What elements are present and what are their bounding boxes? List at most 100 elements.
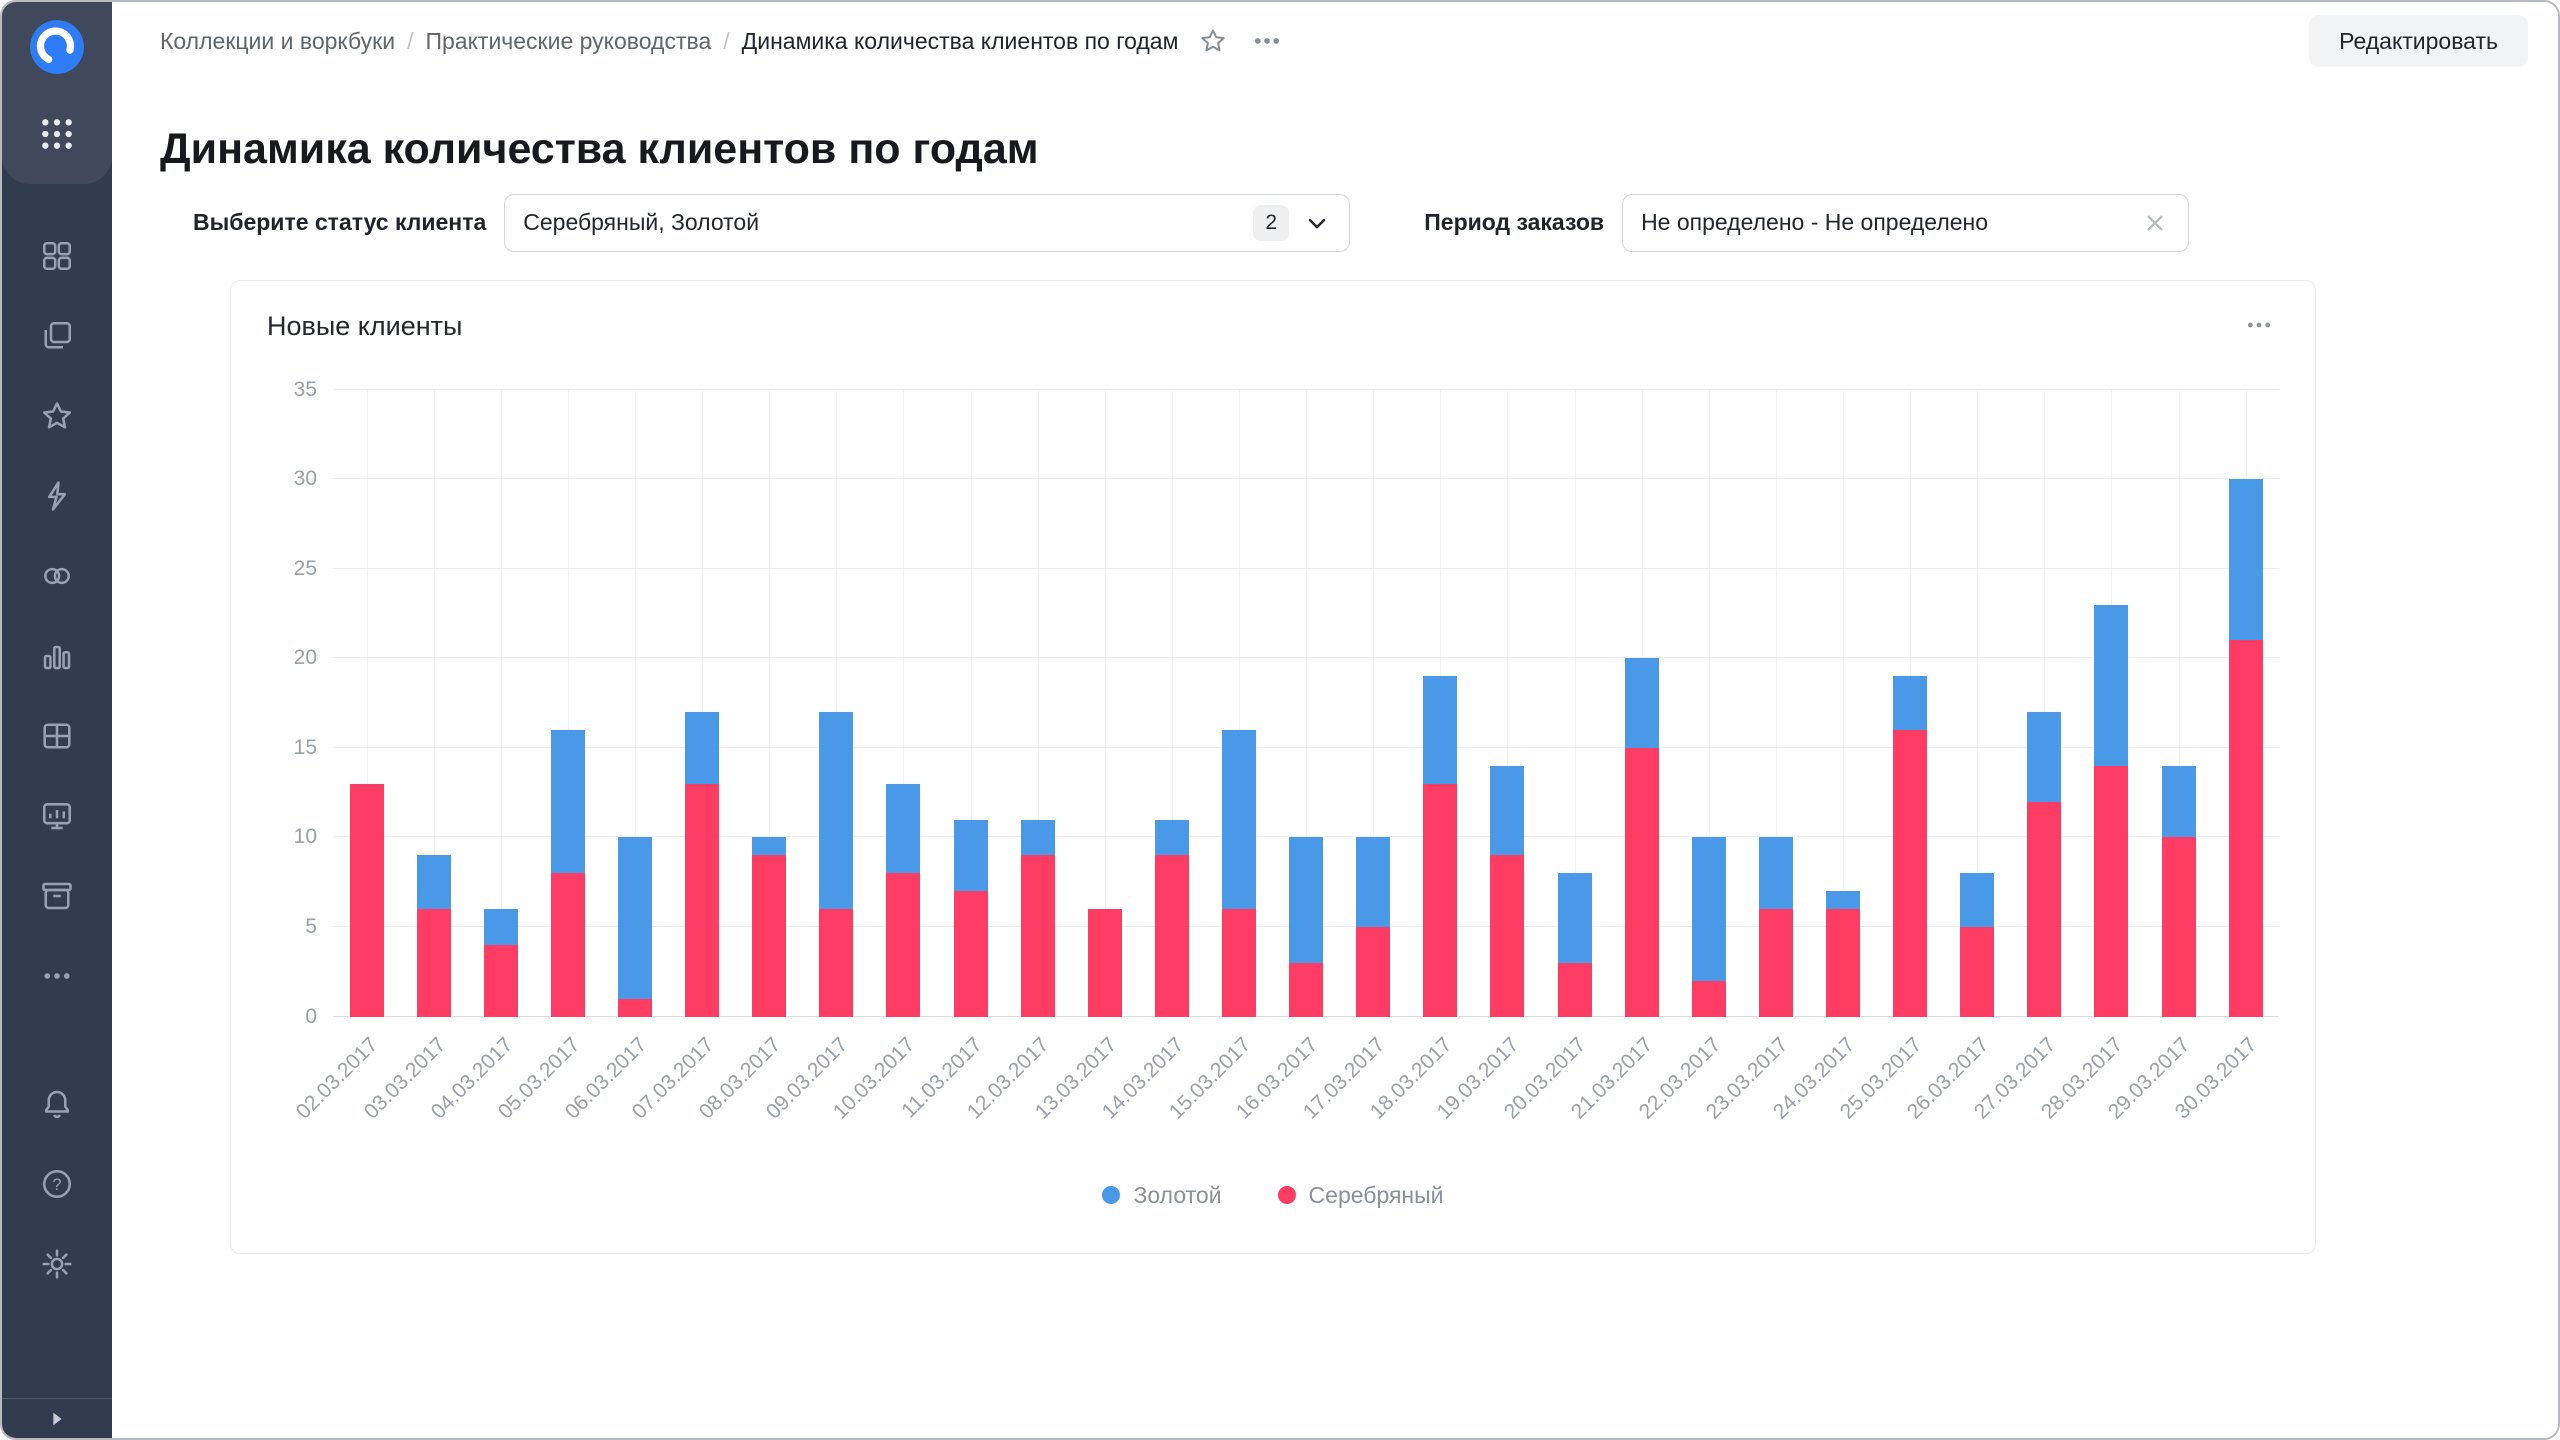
storage-icon[interactable] <box>2 856 112 936</box>
stacked-bar-12.03.2017[interactable] <box>1020 390 1055 1017</box>
gridline-x <box>836 389 838 1017</box>
bar-slot <box>2212 389 2279 1017</box>
bar-segment-Золотой <box>1758 837 1793 910</box>
topbar-icons <box>1198 24 1284 58</box>
chevron-down-icon <box>1309 218 1326 228</box>
connections-icon[interactable] <box>2 536 112 616</box>
bar-segment-Серебряный <box>2027 801 2062 1017</box>
y-tick-label-30: 30 <box>293 467 317 491</box>
stacked-bar-25.03.2017[interactable] <box>1893 390 1928 1017</box>
datasets-icon[interactable] <box>2 696 112 776</box>
bar-slot <box>333 389 400 1017</box>
favorites-star-icon[interactable] <box>2 376 112 456</box>
gridline-x <box>970 389 972 1017</box>
y-tick-label-35: 35 <box>293 377 317 401</box>
stacked-bar-27.03.2017[interactable] <box>2027 390 2062 1017</box>
help-icon[interactable]: ? <box>2 1144 112 1224</box>
stacked-bar-08.03.2017[interactable] <box>752 390 787 1017</box>
clear-icon[interactable] <box>2140 208 2170 238</box>
bar-segment-Золотой <box>953 819 988 892</box>
chart-menu-icon[interactable] <box>2239 305 2279 348</box>
stacked-bar-09.03.2017[interactable] <box>819 390 854 1017</box>
stacked-bar-03.03.2017[interactable] <box>416 390 451 1017</box>
stacked-bar-16.03.2017[interactable] <box>1289 390 1324 1017</box>
apps-grid-icon[interactable] <box>2 114 112 154</box>
datalens-logo[interactable] <box>2 18 112 76</box>
stacked-bar-05.03.2017[interactable] <box>550 390 585 1017</box>
status-filter-label: Выберите статус клиента <box>193 209 487 236</box>
stacked-bar-14.03.2017[interactable] <box>1154 390 1189 1017</box>
breadcrumb-separator: / <box>723 27 730 54</box>
bar-slot <box>1138 389 1205 1017</box>
notifications-bell-icon[interactable] <box>2 1064 112 1144</box>
bar-slot <box>1071 389 1138 1017</box>
stacked-bar-18.03.2017[interactable] <box>1423 390 1458 1017</box>
stacked-bar-21.03.2017[interactable] <box>1624 390 1659 1017</box>
charts-icon[interactable] <box>2 616 112 696</box>
stacked-bar-23.03.2017[interactable] <box>1758 390 1793 1017</box>
stacked-bar-07.03.2017[interactable] <box>685 390 720 1017</box>
stacked-bar-15.03.2017[interactable] <box>1221 390 1256 1017</box>
gridline-x <box>433 389 435 1017</box>
collections-icon[interactable] <box>2 296 112 376</box>
stacked-bar-06.03.2017[interactable] <box>617 390 652 1017</box>
bar-slot <box>1474 389 1541 1017</box>
gridline-x <box>1373 389 1375 1017</box>
filters-row: Выберите статус клиента Серебряный, Золо… <box>193 193 2558 252</box>
bar-segment-Золотой <box>2228 479 2263 641</box>
stacked-bar-10.03.2017[interactable] <box>886 390 921 1017</box>
bar-slot <box>669 389 736 1017</box>
period-filter-input[interactable]: Не определено - Не определено <box>1622 193 2190 252</box>
bar-segment-Золотой <box>2161 765 2196 838</box>
bar-segment-Серебряный <box>2094 765 2129 1017</box>
stacked-bar-04.03.2017[interactable] <box>483 390 518 1017</box>
bar-slot <box>400 389 467 1017</box>
plot-area <box>333 388 2279 1017</box>
gridline-y-35 <box>333 388 2279 390</box>
stacked-bar-02.03.2017[interactable] <box>349 390 384 1017</box>
ql-lightning-icon[interactable] <box>2 456 112 536</box>
legend-item-gold[interactable]: Золотой <box>1102 1182 1222 1209</box>
stacked-bar-19.03.2017[interactable] <box>1490 390 1525 1017</box>
bar-slot <box>2011 389 2078 1017</box>
bar-segment-Золотой <box>1289 837 1324 963</box>
stacked-bar-28.03.2017[interactable] <box>2094 390 2129 1017</box>
bar-segment-Золотой <box>416 855 451 910</box>
stacked-bar-22.03.2017[interactable] <box>1691 390 1726 1017</box>
settings-gear-icon[interactable] <box>2 1224 112 1304</box>
y-tick-label-0: 0 <box>305 1004 317 1028</box>
breadcrumb-collections[interactable]: Коллекции и воркбуки <box>160 27 396 54</box>
sidebar-collapse-button[interactable] <box>2 1398 112 1438</box>
stacked-bar-29.03.2017[interactable] <box>2161 390 2196 1017</box>
x-axis: 02.03.2017 03.03.2017 04.03.2017 05.03.2017… <box>292 1017 2279 1167</box>
breadcrumb-guides[interactable]: Практические руководства <box>425 27 712 54</box>
status-filter-value: Серебряный, Золотой <box>523 209 760 236</box>
bar-segment-Серебряный <box>685 783 720 1017</box>
edit-button[interactable]: Редактировать <box>2309 15 2528 67</box>
plot-column: 02.03.2017 03.03.2017 04.03.2017 05.03.2017… <box>292 388 2279 1167</box>
bar-segment-Золотой <box>617 837 652 999</box>
more-ellipsis-icon[interactable] <box>2 936 112 1016</box>
stacked-bar-17.03.2017[interactable] <box>1356 390 1391 1017</box>
bar-segment-Серебряный <box>349 783 384 1017</box>
gridline-x <box>1708 389 1710 1017</box>
gridline-x <box>1104 389 1106 1017</box>
stacked-bar-13.03.2017[interactable] <box>1087 390 1122 1017</box>
bar-slot <box>1944 389 2011 1017</box>
status-filter-select[interactable]: Серебряный, Золотой 2 <box>504 193 1351 252</box>
legend-item-silver[interactable]: Серебряный <box>1277 1182 1444 1209</box>
gridline-x <box>567 389 569 1017</box>
more-actions-icon[interactable] <box>1250 24 1284 58</box>
stacked-bar-20.03.2017[interactable] <box>1557 390 1592 1017</box>
bar-slot <box>937 389 1004 1017</box>
stacked-bar-30.03.2017[interactable] <box>2228 390 2263 1017</box>
favorite-star-icon[interactable] <box>1198 26 1228 56</box>
stacked-bar-24.03.2017[interactable] <box>1825 390 1860 1017</box>
bar-segment-Серебряный <box>1758 909 1793 1017</box>
dashboards-icon[interactable] <box>2 776 112 856</box>
home-grid-icon[interactable] <box>2 216 112 296</box>
stacked-bar-11.03.2017[interactable] <box>953 390 988 1017</box>
y-tick-label-25: 25 <box>293 556 317 580</box>
gridline-x <box>1507 389 1509 1017</box>
stacked-bar-26.03.2017[interactable] <box>1960 390 1995 1017</box>
